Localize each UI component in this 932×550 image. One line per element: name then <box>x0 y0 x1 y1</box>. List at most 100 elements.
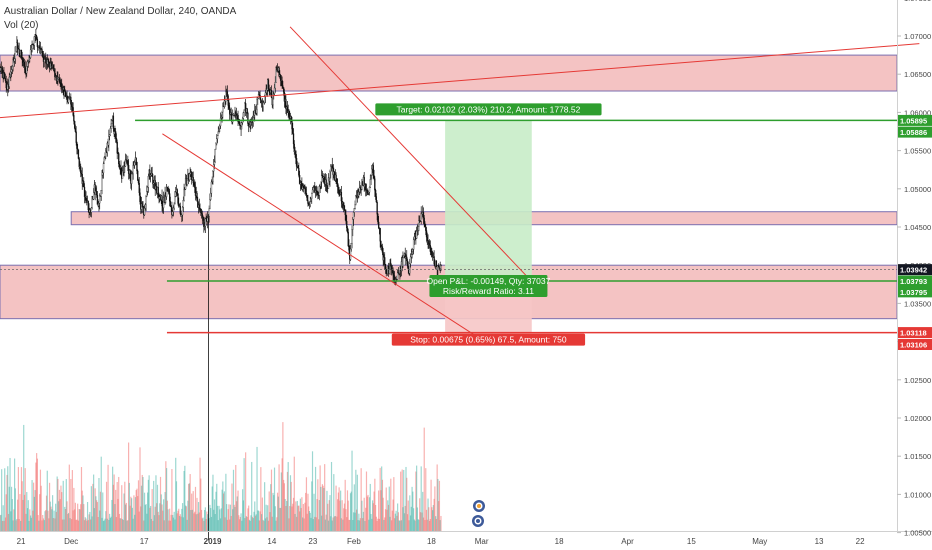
volume-bar <box>256 446 258 531</box>
candle-body <box>318 186 321 196</box>
trendlines[interactable] <box>0 26 920 346</box>
volume-bar <box>322 485 324 531</box>
volume-bar <box>14 488 16 531</box>
volume-bar <box>147 492 149 531</box>
volume-bar <box>164 492 166 531</box>
volume-bar <box>318 500 320 531</box>
volume-bar <box>225 473 227 531</box>
volume-bar <box>272 492 274 531</box>
volume-bar <box>312 519 314 531</box>
price-tag-label: 1.03118 <box>900 329 927 338</box>
volume-bar <box>134 514 136 531</box>
volume-bar <box>438 501 440 531</box>
volume-bar <box>294 513 296 531</box>
volume-bar <box>109 513 111 531</box>
volume-bar <box>257 510 259 531</box>
volume-bar <box>8 486 10 531</box>
volume-bar <box>175 481 178 531</box>
volume-bar <box>369 483 371 531</box>
x-tick-label: 18 <box>427 537 436 546</box>
candle-body <box>146 187 149 192</box>
volume-bar <box>30 517 32 531</box>
volume-bar <box>149 507 151 531</box>
volume-bar <box>3 520 5 531</box>
candle-body <box>428 243 431 246</box>
candle-body <box>228 105 230 108</box>
volume-bar <box>220 508 222 531</box>
candle-body <box>297 165 299 169</box>
volume-bar <box>35 462 37 531</box>
volume-bar <box>305 492 307 531</box>
volume-bar <box>188 483 190 531</box>
y-tick-label: 1.01000 <box>904 490 931 499</box>
volume-bar <box>39 494 41 531</box>
candle-body <box>259 95 261 100</box>
candle-body <box>45 58 47 64</box>
volume-bar <box>306 513 308 531</box>
candle-body <box>368 192 370 194</box>
candle-body <box>292 133 295 145</box>
volume-bar <box>198 512 200 531</box>
volume-bar <box>261 497 263 531</box>
volume-bar <box>128 442 130 531</box>
volume-bar <box>270 469 273 531</box>
y-tick-label: 1.03500 <box>904 299 931 308</box>
volume-bar <box>267 520 270 531</box>
price-tag-label: 1.05886 <box>900 128 927 137</box>
candle-body <box>41 48 43 54</box>
volume-bar <box>349 493 352 531</box>
candle-body <box>14 46 17 59</box>
volume-bar <box>235 501 238 531</box>
volume-bar <box>174 519 176 531</box>
volume-bar <box>157 511 159 531</box>
volume-bar <box>253 511 255 531</box>
volume-bar <box>314 516 316 531</box>
volume-bar <box>292 497 295 531</box>
volume-bar <box>204 510 206 531</box>
candle-body <box>104 156 106 158</box>
volume-bar <box>173 511 175 531</box>
candle-body <box>208 208 210 217</box>
candle-body <box>336 182 339 188</box>
volume-bar <box>399 520 401 531</box>
volume-bar <box>33 482 35 531</box>
candle-body <box>329 171 331 182</box>
volume-bar <box>155 475 157 531</box>
scroll-to-realtime-icon[interactable] <box>472 515 484 527</box>
volume-bar <box>223 491 225 531</box>
volume-bar <box>332 517 334 531</box>
volume-bar <box>177 510 179 531</box>
volume-bar <box>240 513 242 531</box>
volume-bar <box>189 474 191 531</box>
candle-body <box>384 257 386 265</box>
volume-bar <box>131 507 133 531</box>
candle-body <box>241 122 243 127</box>
volume-bar <box>274 506 276 531</box>
candle-body <box>141 203 143 208</box>
candle-body <box>216 138 218 145</box>
volume-bar <box>427 498 429 531</box>
volume-bar <box>159 476 162 531</box>
volume-bar <box>401 469 403 531</box>
candle-body <box>106 142 108 153</box>
candle-body <box>344 210 346 215</box>
candle-body <box>222 105 224 113</box>
volume-bar <box>40 485 42 531</box>
volume-bar <box>271 516 273 531</box>
volume-bar <box>343 503 346 531</box>
time-axis[interactable]: 21 Dec 17 2019 14 23 Feb 18 Mar 18 Apr 15 May 13 22 <box>17 537 865 546</box>
candle-body <box>330 165 332 172</box>
volume-bar <box>428 520 431 531</box>
candle-body <box>317 191 319 196</box>
volume-bar <box>229 504 232 531</box>
volume-bar <box>232 509 234 531</box>
volume-bar <box>260 467 262 531</box>
replay-icon[interactable] <box>473 500 485 512</box>
volume-bar <box>403 469 405 531</box>
volume-bar <box>118 476 120 531</box>
volume-bar <box>74 509 76 531</box>
candle-body <box>203 216 205 227</box>
volume-bar <box>218 505 220 531</box>
